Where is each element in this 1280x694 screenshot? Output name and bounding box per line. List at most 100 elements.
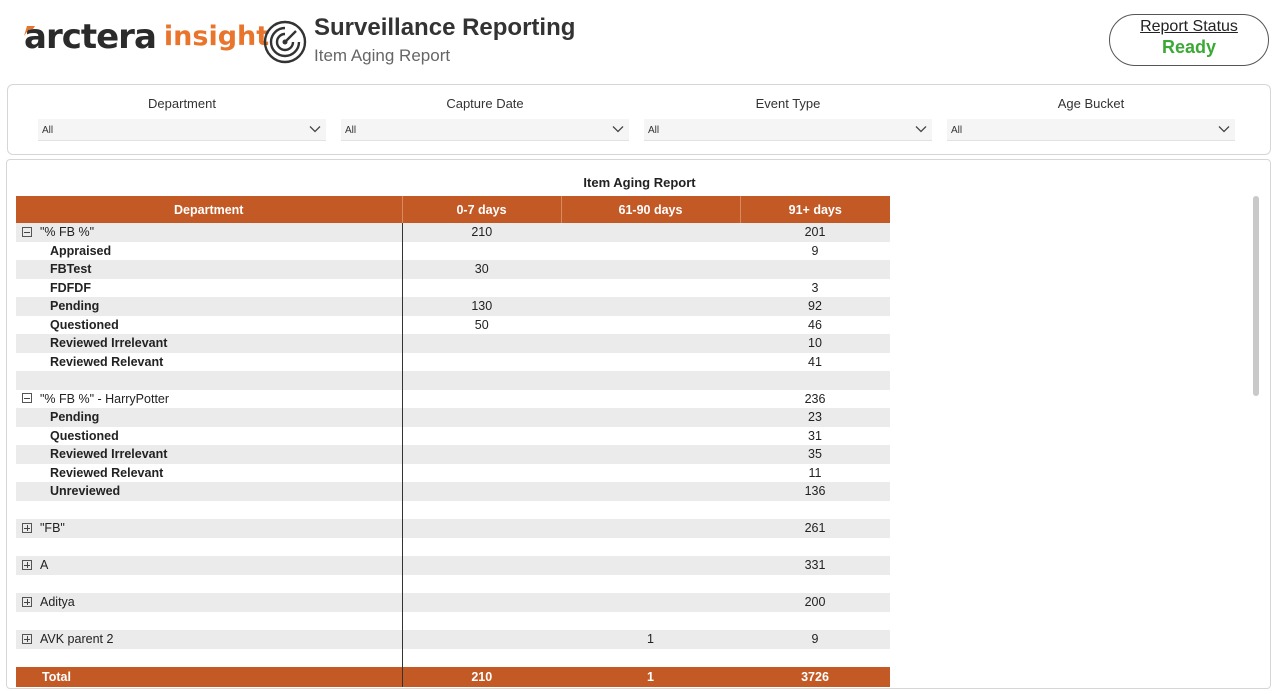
department-label: Reviewed Irrelevant [50,447,168,461]
value-61-90-days [561,593,740,612]
event-type-dropdown[interactable]: All [644,119,932,141]
value-0-7-days [402,593,561,612]
value-61-90-days [561,575,740,594]
value-0-7-days [402,519,561,538]
department-label: Reviewed Relevant [50,354,164,369]
value-61-90-days [561,445,740,464]
column-header-61-90-days[interactable]: 61-90 days [561,196,741,223]
group-row: "FB" 261 [16,519,890,538]
department-cell[interactable]: Aditya [16,593,403,612]
group-row: Aditya 200 [16,593,890,612]
department-cell[interactable]: "% FB %" - HarryPotter [16,389,403,408]
value-91-plus-days: 136 [740,482,890,501]
value-0-7-days [402,242,561,261]
expand-icon[interactable] [22,596,32,607]
column-header-0-7-days[interactable]: 0-7 days [402,196,562,223]
chevron-down-icon [612,126,624,133]
column-header-department[interactable]: Department [16,196,403,223]
department-cell: FDFDF [16,278,403,297]
department-label: Unreviewed [50,484,121,498]
department-cell: Questioned [16,426,403,445]
value-61-90-days [561,612,740,631]
department-label: "% FB %" - HarryPotter [40,391,170,406]
table-row: Pending 130 92 [16,297,890,316]
expand-icon[interactable] [22,559,32,570]
value-61-90-days [561,482,740,501]
department-cell[interactable]: "FB" [16,519,403,538]
value-91-plus-days [740,371,890,390]
total-0-7-days: 210 [402,667,561,687]
value-0-7-days [402,482,561,501]
value-0-7-days: 30 [402,260,561,279]
capture-date-dropdown[interactable]: All [341,119,629,141]
department-cell: FBTest [16,260,403,279]
value-91-plus-days [740,575,890,594]
item-aging-report-panel: Item Aging Report Department 0-7 days 61… [6,159,1271,689]
table-row: Questioned 31 [16,426,890,446]
age-bucket-filter-label: Age Bucket [1057,96,1125,111]
expand-icon[interactable] [22,633,32,644]
total-91-plus-days: 3726 [740,667,890,687]
page-subtitle: Item Aging Report [314,46,451,65]
expand-icon[interactable] [22,522,32,533]
group-row: "% FB %" - HarryPotter 236 [16,389,890,409]
department-cell[interactable]: AVK parent 2 [16,630,403,649]
value-91-plus-days [740,538,890,557]
value-91-plus-days: 9 [740,630,890,649]
logo-mark-icon [24,26,35,36]
department-cell [16,648,403,667]
department-filter: Department All [38,85,326,141]
spacer-row [16,648,890,668]
department-label: A [40,558,49,572]
department-label: "% FB %" [40,225,95,239]
age-bucket-dropdown[interactable]: All [947,119,1235,141]
department-cell: Reviewed Irrelevant [16,445,403,464]
event-type-dropdown-value: All [648,125,660,136]
value-0-7-days [402,612,561,631]
value-0-7-days [402,464,561,483]
value-0-7-days [402,630,561,649]
department-label: Pending [50,299,100,313]
group-row: "% FB %" 210 201 [16,223,890,242]
department-cell: Questioned [16,315,403,334]
collapse-icon[interactable] [22,393,32,404]
department-label: Pending [50,410,100,424]
filter-bar: Department All Capture Date All Event Ty… [7,84,1271,155]
department-cell[interactable]: "% FB %" [16,223,403,242]
value-61-90-days [561,427,740,446]
value-91-plus-days: 46 [808,317,822,332]
table-row: Questioned 50 46 [16,315,890,335]
event-type-filter-label: Event Type [755,96,821,111]
department-cell: Appraised [16,241,403,260]
report-status-badge[interactable]: Report Status Ready [1109,14,1269,66]
value-61-90-days [561,223,740,242]
column-header-91-plus-days[interactable]: 91+ days [740,196,890,223]
group-row: A 331 [16,556,890,575]
value-0-7-days [402,390,561,409]
report-header: arctera insight Surveillance Reporting I… [0,0,1280,82]
value-61-90-days [561,464,740,483]
department-cell[interactable]: A [16,556,403,575]
department-dropdown[interactable]: All [38,119,326,141]
department-label: Questioned [50,317,119,332]
value-61-90-days [561,316,740,335]
value-0-7-days [402,649,561,668]
department-cell [16,371,403,390]
vertical-scrollbar[interactable] [1253,196,1259,396]
collapse-icon[interactable] [22,226,32,237]
report-status-link[interactable]: Report Status [1140,18,1238,35]
aging-matrix-table: Department 0-7 days 61-90 days 91+ days … [16,196,890,687]
value-0-7-days [402,445,561,464]
value-61-90-days [561,297,740,316]
department-cell: Reviewed Irrelevant [16,334,403,353]
value-61-90-days: 1 [561,630,740,649]
value-91-plus-days: 3 [811,280,819,295]
value-0-7-days [402,334,561,353]
spacer-row [16,537,890,557]
spacer-row [16,574,890,594]
table-row: Reviewed Relevant 41 [16,352,890,372]
value-0-7-days: 130 [402,297,561,316]
value-61-90-days [561,353,740,372]
value-0-7-days [402,538,561,557]
department-cell: Unreviewed [16,482,403,501]
